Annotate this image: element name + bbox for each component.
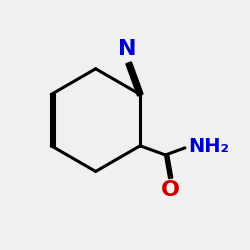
Text: O: O (161, 180, 180, 200)
Text: NH₂: NH₂ (188, 137, 229, 156)
Text: N: N (118, 38, 137, 58)
